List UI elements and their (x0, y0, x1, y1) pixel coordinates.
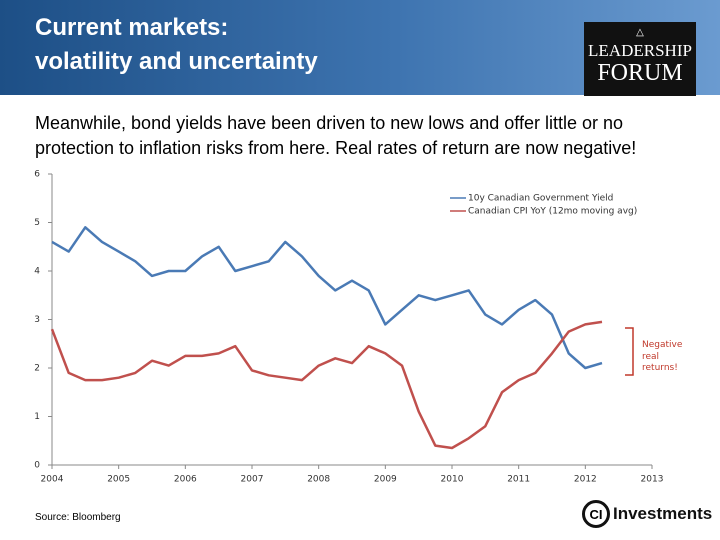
legend-label: Canadian CPI YoY (12mo moving avg) (468, 207, 637, 217)
x-tick-label: 2012 (574, 475, 597, 485)
y-tick-label: 2 (34, 364, 40, 374)
series-line (51, 226, 603, 370)
x-tick-label: 2009 (374, 475, 397, 485)
logo-mark: CI (582, 500, 610, 528)
x-tick-label: 2007 (241, 475, 264, 485)
bracket (625, 327, 634, 376)
footer-logo: CI Investments (582, 500, 712, 528)
logo-text: LEADERSHIP (588, 41, 692, 60)
logo-icon: △ (636, 27, 644, 38)
slide-title: Current markets: (35, 14, 229, 41)
y-tick-label: 6 (34, 170, 40, 180)
annotation: Negative real returns! (642, 340, 683, 374)
legend-label: 10y Canadian Government Yield (468, 194, 613, 204)
y-tick-label: 0 (34, 461, 40, 471)
source: Source: Bloomberg (35, 512, 121, 523)
x-tick-label: 2005 (107, 475, 130, 485)
x-tick-label: 2006 (174, 475, 197, 485)
x-tick-label: 2004 (41, 475, 64, 485)
slide-title: volatility and uncertainty (35, 48, 318, 75)
x-tick-label: 2010 (441, 475, 464, 485)
x-tick-label: 2011 (507, 475, 530, 485)
y-tick-label: 1 (34, 412, 40, 422)
subtitle: Meanwhile, bond yields have been driven … (35, 113, 624, 133)
x-tick-label: 2013 (641, 475, 664, 485)
y-tick-label: 5 (34, 218, 40, 228)
subtitle: protection to inflation risks from here.… (35, 138, 637, 158)
logo-text: Investments (613, 504, 713, 523)
logo-text: FORUM (597, 60, 683, 86)
x-tick-label: 2008 (307, 475, 330, 485)
y-tick-label: 3 (34, 315, 40, 325)
y-tick-label: 4 (34, 267, 40, 277)
series-line (50, 320, 603, 450)
logo: △ LEADERSHIP FORUM (584, 22, 696, 96)
